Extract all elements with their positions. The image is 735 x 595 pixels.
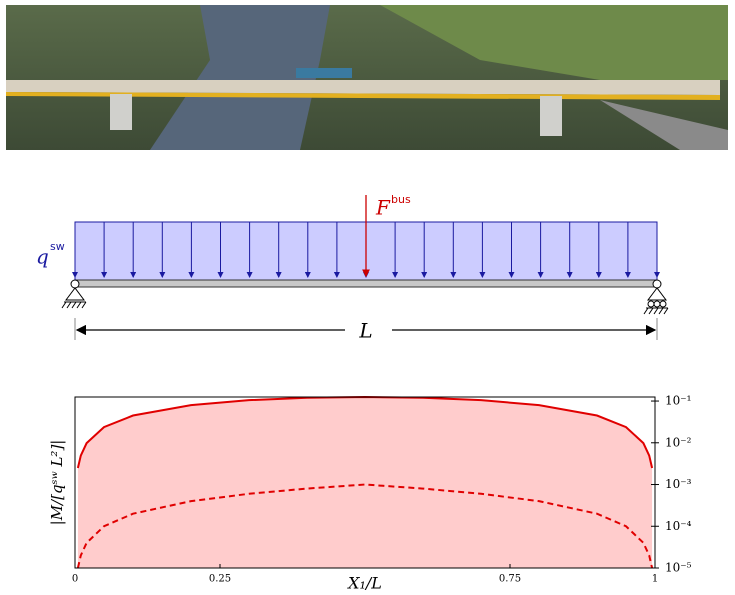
span-label: L [358, 319, 372, 343]
area [77, 397, 653, 568]
x-tick-label: 0 [72, 574, 78, 585]
x-tick-label: 1 [652, 574, 658, 585]
photo [6, 5, 728, 150]
y-tick-label: 10⁻⁴ [665, 519, 692, 533]
x-axis-label: X₁/L [346, 574, 382, 593]
moment-plot: 10⁻⁵ 10⁻⁴ 10⁻³ 10⁻² 10⁻¹ 0 0.25 0.75 1 X₁/L |M/[qˢ… [48, 394, 692, 593]
x-tick-label: 0.25 [209, 574, 231, 585]
beam-diagram: L q sw F bus [36, 193, 669, 343]
load-sup: sw [50, 240, 65, 253]
force-label: F [375, 196, 391, 220]
force-sup: bus [391, 193, 411, 206]
x-tick-label: 0.75 [499, 574, 521, 585]
y-tick-label: 10⁻¹ [665, 394, 691, 408]
y-axis-label: |M/[qˢʷ L²]| [48, 440, 66, 526]
y-tick-label: 10⁻³ [665, 477, 692, 491]
line [76, 483, 654, 569]
y-tick-label: 10⁻⁵ [665, 561, 692, 575]
load-label: q [36, 245, 49, 269]
plot-frame [74, 396, 656, 569]
y-tick-label: 10⁻² [665, 435, 692, 449]
